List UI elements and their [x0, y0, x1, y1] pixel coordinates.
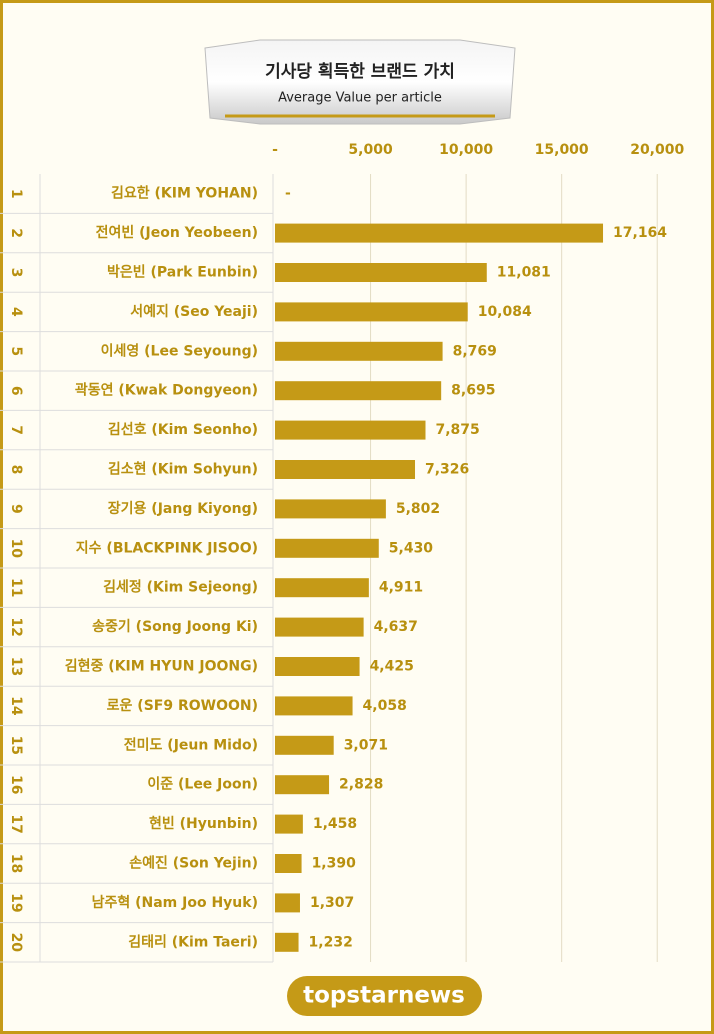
- bar: [275, 932, 299, 952]
- rank: 4: [8, 307, 24, 317]
- bar: [275, 341, 443, 361]
- rank: 11: [8, 578, 24, 597]
- rank: 3: [8, 268, 24, 278]
- value-label: -: [285, 186, 291, 202]
- x-tick-label: 15,000: [535, 142, 589, 158]
- rank: 15: [8, 736, 24, 755]
- rank: 9: [8, 504, 24, 514]
- value-label: 17,164: [613, 225, 667, 241]
- bar: [275, 460, 416, 479]
- value-label: 11,081: [497, 265, 551, 281]
- value-label: 1,390: [312, 856, 357, 872]
- bar: [275, 381, 442, 401]
- value-label: 1,458: [313, 816, 357, 832]
- y-tick-label: 김세정 (Kim Sejeong): [103, 579, 258, 596]
- value-label: 4,425: [370, 659, 414, 675]
- x-tick-label: 10,000: [439, 142, 493, 158]
- value-label: 4,058: [363, 698, 407, 714]
- x-tick-label: 20,000: [630, 142, 684, 158]
- value-label: 3,071: [344, 737, 388, 753]
- rank: 6: [8, 386, 24, 396]
- chart-subtitle: Average Value per article: [278, 91, 442, 106]
- value-label: 4,637: [374, 619, 418, 635]
- bar: [275, 420, 426, 440]
- value-label: 7,875: [436, 422, 480, 438]
- y-tick-label: 서예지 (Seo Yeaji): [130, 304, 258, 320]
- bar: [275, 775, 330, 795]
- bar: [275, 814, 303, 834]
- y-tick-label: 현빈 (Hyunbin): [149, 816, 258, 832]
- bar: [275, 538, 379, 558]
- rank: 5: [8, 346, 24, 356]
- y-tick-label: 전여빈 (Jeon Yeobeen): [96, 224, 258, 241]
- rank: 12: [8, 617, 24, 636]
- y-tick-label: 이준 (Lee Joon): [147, 776, 258, 793]
- bar: [275, 302, 468, 322]
- y-tick-label: 김소현 (Kim Sohyun): [108, 461, 258, 478]
- y-tick-label: 김요한 (KIM YOHAN): [111, 185, 258, 202]
- rank: 19: [8, 893, 24, 912]
- y-tick-label: 김태리 (Kim Taeri): [128, 933, 258, 950]
- bar: [275, 223, 604, 243]
- rank: 17: [8, 814, 24, 833]
- bar: [275, 735, 334, 755]
- title-banner: [204, 39, 516, 125]
- value-label: 10,084: [478, 304, 532, 320]
- value-label: 7,326: [425, 462, 469, 478]
- y-tick-label: 박은빈 (Park Eunbin): [107, 264, 258, 281]
- bar: [275, 263, 487, 282]
- bar: [275, 854, 302, 873]
- rank: 14: [8, 696, 24, 716]
- logo: topstarnews: [303, 983, 465, 1009]
- bar: [275, 893, 300, 913]
- value-label: 2,828: [339, 777, 383, 793]
- value-label: 8,695: [451, 383, 495, 399]
- x-tick-label: -: [272, 142, 278, 158]
- bar: [275, 499, 386, 519]
- value-label: 1,307: [310, 895, 354, 911]
- bar: [275, 696, 353, 716]
- y-tick-label: 김현중 (KIM HYUN JOONG): [65, 658, 258, 675]
- y-tick-label: 김선호 (Kim Seonho): [108, 421, 258, 438]
- rank: 13: [8, 657, 24, 676]
- rank: 1: [8, 189, 24, 199]
- bar: [275, 617, 364, 637]
- y-tick-label: 곽동연 (Kwak Dongyeon): [75, 382, 258, 399]
- y-tick-label: 로운 (SF9 ROWOON): [107, 698, 258, 714]
- value-label: 4,911: [379, 580, 423, 596]
- y-tick-label: 남주혁 (Nam Joo Hyuk): [92, 894, 258, 911]
- rank: 8: [8, 465, 24, 475]
- logo-badge: [287, 976, 482, 1016]
- rank: 7: [8, 425, 24, 435]
- bar: [275, 578, 369, 598]
- y-tick-label: 송중기 (Song Joong Ki): [92, 619, 258, 635]
- value-label: 5,802: [396, 501, 440, 517]
- rank: 18: [8, 854, 24, 873]
- value-label: 1,232: [309, 934, 353, 950]
- rank: 20: [8, 933, 24, 953]
- x-tick-label: 5,000: [348, 142, 393, 158]
- chart-title: 기사당 획득한 브랜드 가치: [265, 62, 455, 82]
- y-tick-label: 지수 (BLACKPINK JISOO): [76, 540, 258, 556]
- value-label: 8,769: [453, 343, 497, 359]
- y-tick-label: 손예진 (Son Yejin): [129, 855, 258, 872]
- rank: 10: [8, 539, 24, 559]
- bar: [275, 657, 360, 676]
- y-tick-label: 이세영 (Lee Seyoung): [101, 342, 258, 359]
- rank: 2: [8, 228, 24, 238]
- y-tick-label: 전미도 (Jeun Mido): [124, 736, 258, 753]
- value-label: 5,430: [389, 540, 434, 556]
- y-tick-label: 장기용 (Jang Kiyong): [108, 500, 258, 517]
- rank: 16: [8, 775, 24, 794]
